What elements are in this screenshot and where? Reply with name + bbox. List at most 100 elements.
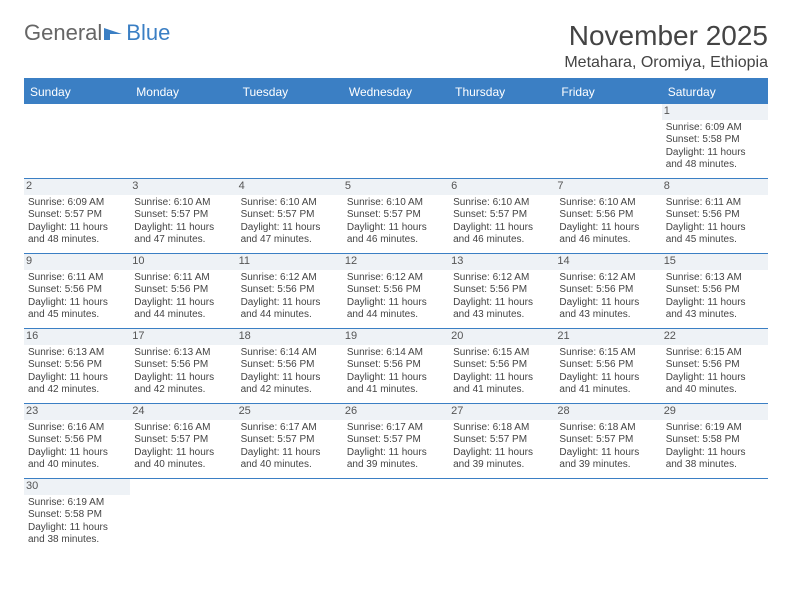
- sunrise-text: Sunrise: 6:11 AM: [28, 272, 126, 285]
- sunrise-text: Sunrise: 6:14 AM: [241, 347, 339, 360]
- daylight-text: Daylight: 11 hours: [241, 297, 339, 310]
- sunrise-text: Sunrise: 6:16 AM: [28, 422, 126, 435]
- sunset-text: Sunset: 5:58 PM: [666, 434, 764, 447]
- day-cell: 24Sunrise: 6:16 AMSunset: 5:57 PMDayligh…: [130, 404, 236, 478]
- daylight-text: and 45 minutes.: [666, 234, 764, 247]
- flag-icon: [104, 20, 124, 46]
- logo-text-1: General: [24, 20, 102, 46]
- daylight-text: Daylight: 11 hours: [453, 222, 551, 235]
- day-cell: 26Sunrise: 6:17 AMSunset: 5:57 PMDayligh…: [343, 404, 449, 478]
- sunrise-text: Sunrise: 6:09 AM: [28, 197, 126, 210]
- daylight-text: and 46 minutes.: [453, 234, 551, 247]
- empty-cell: [130, 479, 236, 553]
- daylight-text: Daylight: 11 hours: [666, 222, 764, 235]
- daylight-text: and 48 minutes.: [666, 159, 764, 172]
- daylight-text: Daylight: 11 hours: [28, 522, 126, 535]
- daylight-text: and 40 minutes.: [666, 384, 764, 397]
- day-header: Saturday: [662, 80, 768, 104]
- daylight-text: and 40 minutes.: [28, 459, 126, 472]
- daylight-text: Daylight: 11 hours: [453, 297, 551, 310]
- daylight-text: and 46 minutes.: [347, 234, 445, 247]
- sunrise-text: Sunrise: 6:19 AM: [666, 422, 764, 435]
- day-cell: 1Sunrise: 6:09 AMSunset: 5:58 PMDaylight…: [662, 104, 768, 178]
- empty-cell: [555, 479, 661, 553]
- sunset-text: Sunset: 5:56 PM: [347, 284, 445, 297]
- daylight-text: and 47 minutes.: [134, 234, 232, 247]
- day-cell: 10Sunrise: 6:11 AMSunset: 5:56 PMDayligh…: [130, 254, 236, 328]
- day-number: 4: [237, 179, 343, 195]
- day-cell: 29Sunrise: 6:19 AMSunset: 5:58 PMDayligh…: [662, 404, 768, 478]
- sunset-text: Sunset: 5:57 PM: [347, 434, 445, 447]
- daylight-text: and 41 minutes.: [559, 384, 657, 397]
- day-cell: 13Sunrise: 6:12 AMSunset: 5:56 PMDayligh…: [449, 254, 555, 328]
- day-cell: 4Sunrise: 6:10 AMSunset: 5:57 PMDaylight…: [237, 179, 343, 253]
- day-cell: 21Sunrise: 6:15 AMSunset: 5:56 PMDayligh…: [555, 329, 661, 403]
- daylight-text: and 46 minutes.: [559, 234, 657, 247]
- day-cell: 25Sunrise: 6:17 AMSunset: 5:57 PMDayligh…: [237, 404, 343, 478]
- day-cell: 23Sunrise: 6:16 AMSunset: 5:56 PMDayligh…: [24, 404, 130, 478]
- day-number: 12: [343, 254, 449, 270]
- day-number: 18: [237, 329, 343, 345]
- daylight-text: and 41 minutes.: [347, 384, 445, 397]
- sunset-text: Sunset: 5:57 PM: [347, 209, 445, 222]
- day-header: Wednesday: [343, 80, 449, 104]
- sunrise-text: Sunrise: 6:18 AM: [453, 422, 551, 435]
- sunrise-text: Sunrise: 6:10 AM: [134, 197, 232, 210]
- sunset-text: Sunset: 5:56 PM: [28, 434, 126, 447]
- daylight-text: and 47 minutes.: [241, 234, 339, 247]
- empty-cell: [662, 479, 768, 553]
- location: Metahara, Oromiya, Ethiopia: [564, 54, 768, 72]
- day-header: Tuesday: [237, 80, 343, 104]
- day-number: 7: [555, 179, 661, 195]
- sunrise-text: Sunrise: 6:13 AM: [666, 272, 764, 285]
- daylight-text: and 40 minutes.: [241, 459, 339, 472]
- sunrise-text: Sunrise: 6:13 AM: [134, 347, 232, 360]
- daylight-text: and 40 minutes.: [134, 459, 232, 472]
- sunrise-text: Sunrise: 6:10 AM: [347, 197, 445, 210]
- daylight-text: Daylight: 11 hours: [28, 372, 126, 385]
- sunrise-text: Sunrise: 6:10 AM: [241, 197, 339, 210]
- sunset-text: Sunset: 5:56 PM: [559, 284, 657, 297]
- daylight-text: Daylight: 11 hours: [666, 147, 764, 160]
- day-cell: 9Sunrise: 6:11 AMSunset: 5:56 PMDaylight…: [24, 254, 130, 328]
- day-cell: 19Sunrise: 6:14 AMSunset: 5:56 PMDayligh…: [343, 329, 449, 403]
- sunset-text: Sunset: 5:56 PM: [559, 209, 657, 222]
- daylight-text: Daylight: 11 hours: [134, 222, 232, 235]
- day-cell: 18Sunrise: 6:14 AMSunset: 5:56 PMDayligh…: [237, 329, 343, 403]
- daylight-text: Daylight: 11 hours: [28, 447, 126, 460]
- day-header: Monday: [130, 80, 236, 104]
- day-cell: 8 Sunrise: 6:11 AMSunset: 5:56 PMDaylight…: [662, 179, 768, 253]
- daylight-text: and 43 minutes.: [453, 309, 551, 322]
- sunset-text: Sunset: 5:56 PM: [666, 359, 764, 372]
- sunrise-text: Sunrise: 6:09 AM: [666, 122, 764, 135]
- day-number: 2: [24, 179, 130, 195]
- day-number: 8: [662, 179, 768, 195]
- sunset-text: Sunset: 5:56 PM: [666, 209, 764, 222]
- daylight-text: and 39 minutes.: [453, 459, 551, 472]
- day-number: 29: [662, 404, 768, 420]
- day-cell: 20Sunrise: 6:15 AMSunset: 5:56 PMDayligh…: [449, 329, 555, 403]
- daylight-text: Daylight: 11 hours: [241, 372, 339, 385]
- sunset-text: Sunset: 5:58 PM: [28, 509, 126, 522]
- empty-cell: [449, 479, 555, 553]
- week-row: 16Sunrise: 6:13 AMSunset: 5:56 PMDayligh…: [24, 329, 768, 404]
- sunrise-text: Sunrise: 6:17 AM: [241, 422, 339, 435]
- daylight-text: Daylight: 11 hours: [559, 297, 657, 310]
- daylight-text: and 44 minutes.: [347, 309, 445, 322]
- daylight-text: Daylight: 11 hours: [347, 222, 445, 235]
- daylight-text: Daylight: 11 hours: [347, 447, 445, 460]
- sunrise-text: Sunrise: 6:13 AM: [28, 347, 126, 360]
- sunrise-text: Sunrise: 6:17 AM: [347, 422, 445, 435]
- sunset-text: Sunset: 5:56 PM: [28, 359, 126, 372]
- day-number: 15: [662, 254, 768, 270]
- day-number: 17: [130, 329, 236, 345]
- day-number: 1: [662, 104, 768, 120]
- sunrise-text: Sunrise: 6:15 AM: [666, 347, 764, 360]
- daylight-text: and 43 minutes.: [559, 309, 657, 322]
- sunrise-text: Sunrise: 6:11 AM: [666, 197, 764, 210]
- day-cell: 30Sunrise: 6:19 AMSunset: 5:58 PMDayligh…: [24, 479, 130, 553]
- sunset-text: Sunset: 5:57 PM: [28, 209, 126, 222]
- sunrise-text: Sunrise: 6:12 AM: [347, 272, 445, 285]
- daylight-text: Daylight: 11 hours: [241, 222, 339, 235]
- day-header: Sunday: [24, 80, 130, 104]
